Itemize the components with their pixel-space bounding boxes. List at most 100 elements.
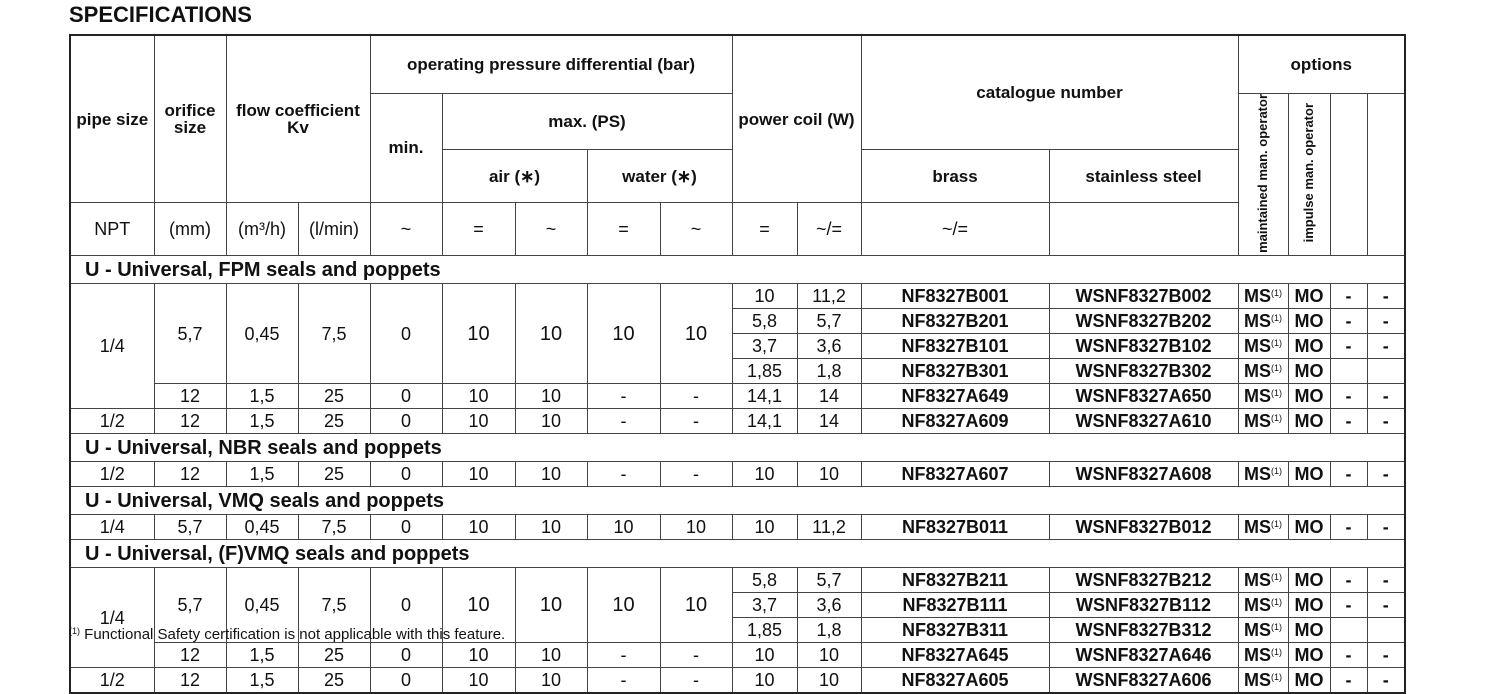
unit-label: (l/min): [297, 202, 371, 257]
option-mo: MO: [1287, 383, 1331, 410]
min-pressure: 0: [369, 667, 443, 694]
brass-catalogue: NF8327A645: [860, 642, 1050, 669]
footnote-mark: (1): [1271, 288, 1282, 299]
header-pipe-size: pipe size: [69, 34, 155, 204]
header-operating-pressure: operating pressure differential (bar): [369, 34, 733, 94]
air-dc: 10: [514, 514, 588, 541]
option-ms: MS(1): [1237, 667, 1289, 694]
water-dc: -: [659, 383, 733, 410]
coil-ac: 10: [731, 642, 798, 669]
option-3: -: [1329, 667, 1368, 694]
water-dc: -: [659, 461, 733, 488]
air-ac: 10: [441, 408, 516, 435]
orifice-size: 12: [153, 408, 227, 435]
brass-catalogue: NF8327B101: [860, 333, 1050, 360]
option-4: -: [1366, 283, 1406, 310]
ss-catalogue: WSNF8327A610: [1048, 408, 1239, 435]
footnote-mark: (1): [1271, 313, 1282, 324]
coil-dc: 3,6: [796, 333, 862, 360]
ss-catalogue: WSNF8327B312: [1048, 617, 1239, 644]
option-mo: MO: [1287, 333, 1331, 360]
table-row: 3,7 3,6 NF8327B101 WSNF8327B102 MS(1) MO - -: [70, 333, 1406, 360]
header-air: air (∗): [441, 149, 588, 204]
kv-lmin: 25: [297, 461, 371, 488]
coil-dc: 3,6: [796, 592, 862, 619]
air-ac: 10: [441, 567, 516, 644]
ss-catalogue: WSNF8327B212: [1048, 567, 1239, 594]
option-3: [1329, 358, 1368, 385]
table-row: 1,85 1,8 NF8327B301 WSNF8327B302 MS(1) MO: [70, 358, 1406, 385]
pipe-size: 1/4: [69, 283, 155, 410]
option-3: -: [1329, 408, 1368, 435]
header-brass: brass: [860, 149, 1050, 204]
pipe-size: 1/4: [69, 567, 155, 669]
option-4: -: [1366, 308, 1406, 335]
water-ac: 10: [586, 567, 661, 644]
coil-ac: 10: [731, 514, 798, 541]
footnote-mark: (1): [1271, 519, 1282, 530]
air-dc: 10: [514, 283, 588, 385]
kv-lmin: 7,5: [297, 514, 371, 541]
footnote-mark: (1): [1271, 647, 1282, 658]
unit-label: ~: [659, 202, 733, 257]
header-opt-3: [1329, 92, 1368, 257]
header-stainless-steel: stainless steel: [1048, 149, 1239, 204]
coil-dc: 10: [796, 642, 862, 669]
coil-dc: 1,8: [796, 358, 862, 385]
coil-ac: 1,85: [731, 358, 798, 385]
unit-label: (m³/h): [225, 202, 299, 257]
table-row: 1/2 12 1,5 25 0 10 10- -10 10 NF8327A605 WSNF8327A…: [69, 667, 1406, 694]
option-mo: MO: [1287, 308, 1331, 335]
option-4: -: [1366, 592, 1406, 619]
table-row: 1/4 5,7 0,45 7,5 0 10 10 10 10 5,8 5,7 NF8327B211 WS…: [69, 567, 1406, 669]
footnote-mark: (1): [1271, 388, 1282, 399]
option-ms: MS(1): [1237, 592, 1289, 619]
coil-dc: 11,2: [796, 514, 862, 541]
air-dc: 10: [514, 408, 588, 435]
orifice-size: 5,7: [153, 283, 227, 385]
air-ac: 10: [441, 642, 516, 669]
air-ac: 10: [441, 667, 516, 694]
air-dc: 10: [514, 461, 588, 488]
brass-catalogue: NF8327B201: [860, 308, 1050, 335]
kv-m3h: 0,45: [225, 567, 299, 644]
brass-catalogue: NF8327A605: [860, 667, 1050, 694]
coil-ac: 5,8: [731, 308, 798, 335]
air-dc: 10: [514, 567, 588, 644]
ss-catalogue: WSNF8327B202: [1048, 308, 1239, 335]
water-ac: 10: [586, 283, 661, 385]
option-3: [1329, 617, 1368, 644]
brass-catalogue: NF8327B211: [860, 567, 1050, 594]
option-3: -: [1329, 283, 1368, 310]
option-4: -: [1366, 642, 1406, 669]
option-3: -: [1329, 308, 1368, 335]
water-ac: 10: [586, 514, 661, 541]
kv-m3h: 1,5: [225, 667, 299, 694]
header-opt-impulse: impulse man. operator: [1287, 92, 1331, 257]
footnote-mark: (1): [1271, 363, 1282, 374]
header-orifice-size: orifice size: [153, 34, 227, 204]
unit-label: ~: [369, 202, 443, 257]
option-mo: MO: [1287, 567, 1331, 594]
option-3: -: [1329, 592, 1368, 619]
table-row: 12 1,5 25 0 10 10- -14,1 14 NF8327A649 WSNF8327A6…: [70, 383, 1406, 410]
min-pressure: 0: [369, 642, 443, 669]
coil-ac: 10: [731, 461, 798, 488]
brass-catalogue: NF8327B311: [860, 617, 1050, 644]
coil-ac: 10: [731, 667, 798, 694]
air-ac: 10: [441, 283, 516, 385]
kv-lmin: 25: [297, 408, 371, 435]
min-pressure: 0: [369, 283, 443, 385]
water-ac: -: [586, 642, 661, 669]
water-ac: -: [586, 383, 661, 410]
water-ac: -: [586, 667, 661, 694]
water-dc: -: [659, 642, 733, 669]
option-ms: MS(1): [1237, 308, 1289, 335]
option-mo: MO: [1287, 358, 1331, 385]
option-4: -: [1366, 408, 1406, 435]
unit-label: =: [731, 202, 798, 257]
min-pressure: 0: [369, 408, 443, 435]
option-ms: MS(1): [1237, 461, 1289, 488]
footnote-mark: (1): [1271, 672, 1282, 683]
kv-m3h: 1,5: [225, 642, 299, 669]
